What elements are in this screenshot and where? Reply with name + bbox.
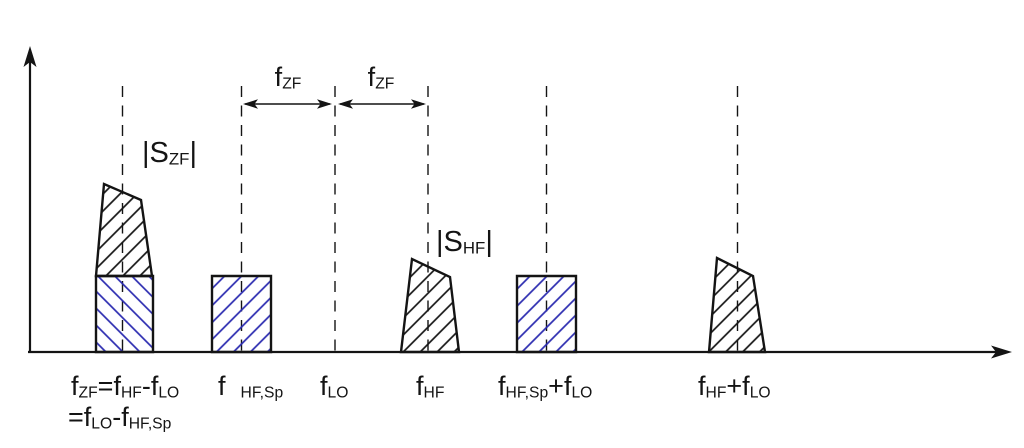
axis-label-fhf: fHF	[416, 371, 445, 402]
zf-spur-rect	[94, 274, 155, 354]
hf-flo-signal-trapezoid	[707, 256, 767, 354]
axis-label-fhfsp: f HF,Sp	[218, 371, 284, 402]
fzf-span-arrow-right-head-right-icon	[411, 99, 426, 109]
x-axis-arrowhead-icon	[991, 345, 1012, 359]
zf-signal-trapezoid	[94, 182, 154, 278]
fzf-span-arrow-left-head-right-icon	[317, 99, 332, 109]
axis-label-flo: fLO	[320, 371, 349, 402]
axis-label-fzf-line1: fZF=fHF-fLO	[71, 371, 180, 402]
fzf-span-label-right: fZF	[367, 62, 395, 93]
fzf-span-arrow-left-head-left-icon	[243, 99, 258, 109]
hfsp-flo-spur-rect	[515, 274, 578, 354]
fzf-span-label-left: fZF	[274, 62, 302, 93]
axis-label-fhfsp-plus-flo: fHF,Sp+fLO	[498, 371, 593, 402]
hf-signal-trapezoid	[399, 257, 461, 354]
fzf-span-arrow-right-head-left-icon	[338, 99, 353, 109]
y-axis-arrowhead-icon	[23, 46, 37, 67]
hfsp-spur-rect	[210, 274, 273, 354]
axis-label-fhf-plus-flo: fHF+fLO	[698, 371, 771, 402]
hf-spectrum-magnitude-label: |SHF|	[436, 226, 493, 258]
axis-label-fzf-line2: =fLO-fHF,Sp	[68, 402, 172, 433]
zf-spectrum-magnitude-label: |SZF|	[142, 137, 197, 169]
